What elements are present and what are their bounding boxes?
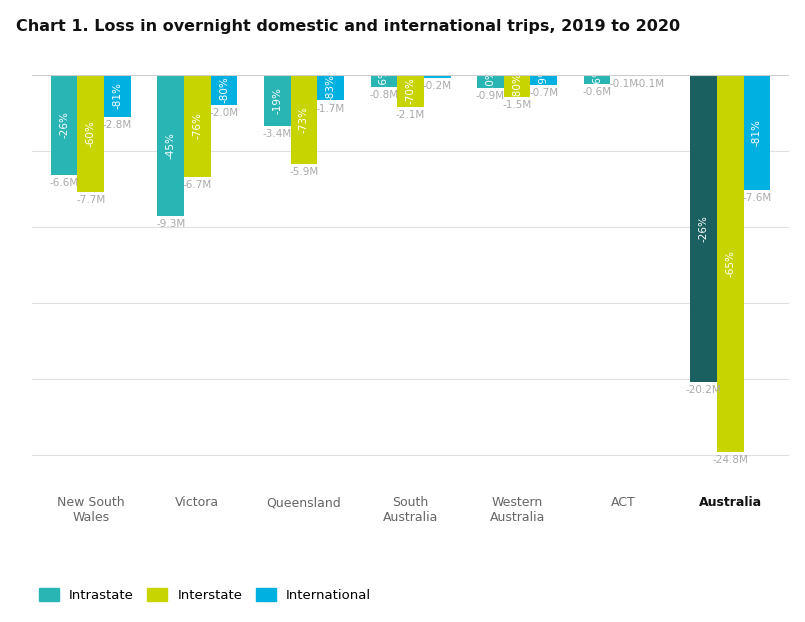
Bar bbox=[691, 75, 717, 382]
Text: -76%: -76% bbox=[192, 112, 202, 139]
Bar bbox=[370, 75, 397, 87]
Text: -6.7M: -6.7M bbox=[183, 180, 212, 190]
Bar bbox=[744, 75, 770, 190]
Text: -70%: -70% bbox=[406, 77, 415, 104]
Bar bbox=[424, 75, 451, 78]
Text: -79%: -79% bbox=[539, 67, 549, 93]
Text: -20.2M: -20.2M bbox=[686, 385, 721, 395]
Text: -7.6M: -7.6M bbox=[742, 193, 771, 203]
Text: -7.7M: -7.7M bbox=[76, 195, 105, 205]
Text: -10%: -10% bbox=[485, 68, 496, 95]
Bar bbox=[51, 75, 77, 175]
Text: -19%: -19% bbox=[272, 87, 283, 114]
Text: -80%: -80% bbox=[219, 77, 229, 103]
Bar bbox=[264, 75, 291, 126]
Text: -65%: -65% bbox=[725, 250, 735, 277]
Text: -2.0M: -2.0M bbox=[209, 108, 238, 118]
Legend: Intrastate, Interstate, International: Intrastate, Interstate, International bbox=[39, 588, 371, 601]
Bar bbox=[397, 75, 424, 106]
Bar bbox=[211, 75, 237, 105]
Text: -1.5M: -1.5M bbox=[502, 101, 532, 111]
Text: -60%: -60% bbox=[86, 120, 96, 147]
Text: -26%: -26% bbox=[699, 215, 708, 241]
Text: -0.1M: -0.1M bbox=[636, 79, 665, 89]
Text: -0.7M: -0.7M bbox=[529, 88, 559, 98]
Text: -0.9M: -0.9M bbox=[476, 91, 505, 101]
Text: -2.8M: -2.8M bbox=[103, 120, 132, 130]
Text: -3.4M: -3.4M bbox=[262, 129, 292, 139]
Bar bbox=[158, 75, 184, 216]
Text: -73%: -73% bbox=[299, 106, 309, 133]
Text: -0.6M: -0.6M bbox=[583, 87, 612, 97]
Text: -81%: -81% bbox=[752, 119, 762, 146]
Bar bbox=[184, 75, 211, 177]
Text: -6.6M: -6.6M bbox=[50, 178, 79, 188]
Text: -5.9M: -5.9M bbox=[289, 167, 319, 177]
Bar bbox=[77, 75, 104, 192]
Bar bbox=[610, 75, 637, 76]
Bar bbox=[717, 75, 744, 452]
Text: -0.2M: -0.2M bbox=[423, 81, 452, 91]
Text: -81%: -81% bbox=[113, 83, 122, 109]
Text: -0.8M: -0.8M bbox=[369, 90, 398, 100]
Text: -80%: -80% bbox=[512, 73, 522, 100]
Text: -2.1M: -2.1M bbox=[396, 109, 425, 119]
Bar bbox=[584, 75, 610, 84]
Text: -0.1M: -0.1M bbox=[609, 79, 638, 89]
Bar bbox=[530, 75, 557, 85]
Text: -16%: -16% bbox=[379, 67, 389, 94]
Bar bbox=[104, 75, 130, 117]
Text: -45%: -45% bbox=[166, 132, 175, 159]
Text: Chart 1. Loss in overnight domestic and international trips, 2019 to 2020: Chart 1. Loss in overnight domestic and … bbox=[16, 19, 680, 34]
Bar bbox=[477, 75, 504, 88]
Text: -26%: -26% bbox=[592, 66, 602, 93]
Text: -83%: -83% bbox=[325, 74, 336, 101]
Bar bbox=[504, 75, 530, 98]
Text: -1.7M: -1.7M bbox=[316, 103, 345, 114]
Text: -9.3M: -9.3M bbox=[156, 219, 185, 229]
Bar bbox=[317, 75, 344, 101]
Bar bbox=[291, 75, 317, 164]
Text: -24.8M: -24.8M bbox=[712, 455, 748, 465]
Bar bbox=[637, 75, 663, 76]
Text: -26%: -26% bbox=[60, 111, 69, 138]
